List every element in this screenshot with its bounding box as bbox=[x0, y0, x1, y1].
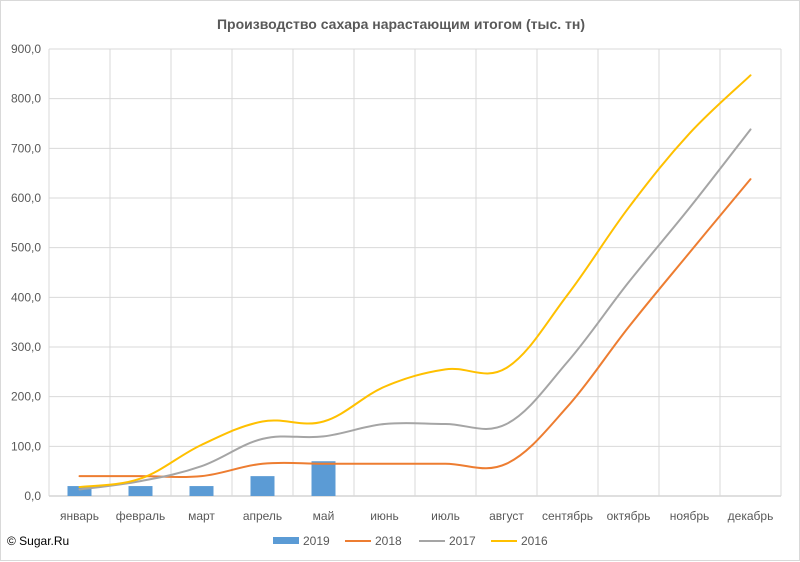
x-tick-label: июнь bbox=[370, 509, 399, 523]
legend: 2019 2018 2017 2016 bbox=[273, 534, 548, 548]
y-tick-label: 800,0 bbox=[11, 92, 41, 106]
x-tick-label: декабрь bbox=[728, 509, 774, 523]
x-tick-label: ноябрь bbox=[670, 509, 710, 523]
y-tick-label: 400,0 bbox=[11, 290, 41, 304]
chart-title: Производство сахара нарастающим итогом (… bbox=[217, 16, 585, 32]
watermark: © Sugar.Ru bbox=[7, 534, 70, 548]
y-tick-label: 500,0 bbox=[11, 241, 41, 255]
legend-label: 2019 bbox=[303, 534, 330, 548]
x-tick-label: август bbox=[489, 509, 524, 523]
x-tick-label: май bbox=[313, 509, 335, 523]
legend-label: 2017 bbox=[449, 534, 476, 548]
legend-swatch bbox=[273, 537, 299, 544]
bar-series bbox=[67, 461, 336, 496]
y-tick-label: 900,0 bbox=[11, 42, 41, 56]
y-axis-ticks: 0,0 100,0 200,0 300,0 400,0 500,0 600,0 700,0 80… bbox=[11, 42, 41, 503]
y-tick-label: 700,0 bbox=[11, 141, 41, 155]
legend-label: 2018 bbox=[375, 534, 402, 548]
x-tick-label: март bbox=[188, 509, 215, 523]
series-line-2018 bbox=[78, 178, 752, 479]
series-line-2017 bbox=[78, 128, 752, 491]
bar bbox=[67, 486, 92, 496]
x-tick-label: февраль bbox=[116, 509, 166, 523]
x-tick-label: январь bbox=[60, 509, 99, 523]
x-axis-ticks: январь февраль март апрель май июнь июль август… bbox=[60, 509, 773, 523]
bar bbox=[128, 486, 153, 496]
x-tick-label: апрель bbox=[243, 509, 282, 523]
bar bbox=[311, 461, 336, 496]
x-tick-label: октябрь bbox=[607, 509, 651, 523]
bar bbox=[189, 486, 214, 496]
legend-label: 2016 bbox=[521, 534, 548, 548]
x-tick-label: июль bbox=[431, 509, 460, 523]
y-tick-label: 200,0 bbox=[11, 390, 41, 404]
y-tick-label: 300,0 bbox=[11, 340, 41, 354]
bar bbox=[250, 476, 275, 496]
y-tick-label: 100,0 bbox=[11, 439, 41, 453]
gridlines bbox=[48, 48, 782, 497]
x-tick-label: сентябрь bbox=[542, 509, 593, 523]
series-line-2016 bbox=[78, 74, 752, 489]
line-series bbox=[78, 74, 752, 491]
y-tick-label: 0,0 bbox=[24, 489, 41, 503]
y-tick-label: 600,0 bbox=[11, 191, 41, 205]
